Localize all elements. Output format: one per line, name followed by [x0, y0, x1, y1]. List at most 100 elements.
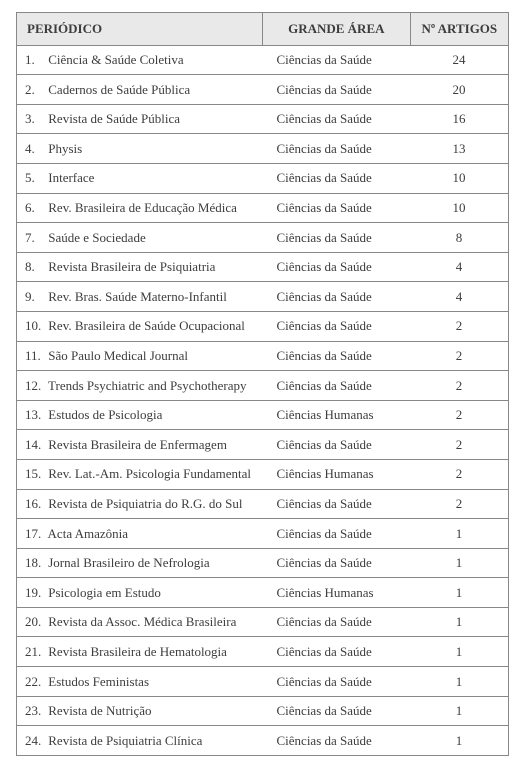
cell-artigos: 10: [410, 163, 508, 193]
cell-artigos: 8: [410, 223, 508, 253]
cell-periodico: 9. Rev. Bras. Saúde Materno-Infantil: [17, 282, 263, 312]
cell-periodico: 1. Ciência & Saúde Coletiva: [17, 45, 263, 75]
cell-artigos: 2: [410, 341, 508, 371]
table-row: 14. Revista Brasileira de EnfermagemCiên…: [17, 430, 509, 460]
cell-periodico: 4. Physis: [17, 134, 263, 164]
table-row: 11. São Paulo Medical JournalCiências da…: [17, 341, 509, 371]
row-number: 16.: [25, 496, 45, 512]
page: PERIÓDICO GRANDE ÁREA Nº ARTIGOS 1. Ciên…: [0, 0, 525, 772]
cell-periodico: 2. Cadernos de Saúde Pública: [17, 75, 263, 105]
journal-name: Estudos Feministas: [48, 674, 149, 689]
table-row: 4. PhysisCiências da Saúde13: [17, 134, 509, 164]
table-row: 17. Acta AmazôniaCiências da Saúde1: [17, 519, 509, 549]
cell-area: Ciências da Saúde: [263, 430, 411, 460]
cell-periodico: 19. Psicologia em Estudo: [17, 578, 263, 608]
journal-name: Ciência & Saúde Coletiva: [48, 52, 183, 67]
journal-name: Cadernos de Saúde Pública: [48, 82, 190, 97]
cell-periodico: 10. Rev. Brasileira de Saúde Ocupacional: [17, 311, 263, 341]
header-periodico: PERIÓDICO: [17, 13, 263, 46]
journal-name: Trends Psychiatric and Psychotherapy: [48, 378, 246, 393]
cell-artigos: 24: [410, 45, 508, 75]
cell-artigos: 1: [410, 637, 508, 667]
table-row: 3. Revista de Saúde PúblicaCiências da S…: [17, 104, 509, 134]
row-number: 9.: [25, 289, 45, 305]
cell-artigos: 4: [410, 252, 508, 282]
row-number: 4.: [25, 141, 45, 157]
cell-periodico: 13. Estudos de Psicologia: [17, 400, 263, 430]
row-number: 3.: [25, 111, 45, 127]
cell-artigos: 2: [410, 371, 508, 401]
cell-area: Ciências da Saúde: [263, 341, 411, 371]
row-number: 7.: [25, 230, 45, 246]
journal-name: Rev. Lat.-Am. Psicologia Fundamental: [48, 466, 251, 481]
cell-artigos: 1: [410, 548, 508, 578]
cell-artigos: 16: [410, 104, 508, 134]
table-row: 12. Trends Psychiatric and Psychotherapy…: [17, 371, 509, 401]
journal-name: Rev. Brasileira de Educação Médica: [48, 200, 237, 215]
row-number: 13.: [25, 407, 45, 423]
cell-area: Ciências da Saúde: [263, 667, 411, 697]
cell-periodico: 17. Acta Amazônia: [17, 519, 263, 549]
row-number: 8.: [25, 259, 45, 275]
cell-area: Ciências da Saúde: [263, 104, 411, 134]
cell-artigos: 1: [410, 607, 508, 637]
cell-artigos: 1: [410, 726, 508, 756]
cell-artigos: 1: [410, 578, 508, 608]
table-row: 16. Revista de Psiquiatria do R.G. do Su…: [17, 489, 509, 519]
journal-name: Psicologia em Estudo: [48, 585, 161, 600]
table-row: 10. Rev. Brasileira de Saúde Ocupacional…: [17, 311, 509, 341]
row-number: 15.: [25, 466, 45, 482]
journal-name: Revista Brasileira de Psiquiatria: [48, 259, 215, 274]
cell-area: Ciências da Saúde: [263, 282, 411, 312]
row-number: 20.: [25, 614, 45, 630]
row-number: 22.: [25, 674, 45, 690]
row-number: 23.: [25, 703, 45, 719]
cell-artigos: 2: [410, 459, 508, 489]
cell-periodico: 15. Rev. Lat.-Am. Psicologia Fundamental: [17, 459, 263, 489]
cell-area: Ciências Humanas: [263, 578, 411, 608]
row-number: 14.: [25, 437, 45, 453]
journal-name: Revista de Nutrição: [48, 703, 151, 718]
journal-name: Jornal Brasileiro de Nefrologia: [48, 555, 209, 570]
cell-periodico: 20. Revista da Assoc. Médica Brasileira: [17, 607, 263, 637]
row-number: 11.: [25, 348, 45, 364]
cell-area: Ciências da Saúde: [263, 134, 411, 164]
table-header: PERIÓDICO GRANDE ÁREA Nº ARTIGOS: [17, 13, 509, 46]
table-row: 13. Estudos de PsicologiaCiências Humana…: [17, 400, 509, 430]
cell-periodico: 8. Revista Brasileira de Psiquiatria: [17, 252, 263, 282]
table-row: 20. Revista da Assoc. Médica BrasileiraC…: [17, 607, 509, 637]
table-row: 5. InterfaceCiências da Saúde10: [17, 163, 509, 193]
row-number: 1.: [25, 52, 45, 68]
table-body: 1. Ciência & Saúde ColetivaCiências da S…: [17, 45, 509, 755]
row-number: 19.: [25, 585, 45, 601]
cell-artigos: 20: [410, 75, 508, 105]
cell-area: Ciências Humanas: [263, 400, 411, 430]
journal-name: Revista de Psiquiatria Clínica: [48, 733, 202, 748]
cell-periodico: 18. Jornal Brasileiro de Nefrologia: [17, 548, 263, 578]
row-number: 2.: [25, 82, 45, 98]
journal-name: Rev. Brasileira de Saúde Ocupacional: [48, 318, 245, 333]
cell-periodico: 3. Revista de Saúde Pública: [17, 104, 263, 134]
cell-area: Ciências Humanas: [263, 459, 411, 489]
cell-area: Ciências da Saúde: [263, 726, 411, 756]
cell-artigos: 2: [410, 489, 508, 519]
cell-area: Ciências da Saúde: [263, 75, 411, 105]
table-row: 2. Cadernos de Saúde PúblicaCiências da …: [17, 75, 509, 105]
journal-name: Physis: [48, 141, 82, 156]
cell-artigos: 4: [410, 282, 508, 312]
journal-name: Interface: [48, 170, 94, 185]
cell-area: Ciências da Saúde: [263, 519, 411, 549]
header-area: GRANDE ÁREA: [263, 13, 411, 46]
journal-name: Revista Brasileira de Hematologia: [48, 644, 227, 659]
row-number: 12.: [25, 378, 45, 394]
journal-name: Revista da Assoc. Médica Brasileira: [48, 614, 236, 629]
row-number: 10.: [25, 318, 45, 334]
cell-periodico: 12. Trends Psychiatric and Psychotherapy: [17, 371, 263, 401]
row-number: 6.: [25, 200, 45, 216]
journal-name: Rev. Bras. Saúde Materno-Infantil: [48, 289, 227, 304]
journal-name: Revista de Psiquiatria do R.G. do Sul: [48, 496, 242, 511]
cell-artigos: 13: [410, 134, 508, 164]
journals-table: PERIÓDICO GRANDE ÁREA Nº ARTIGOS 1. Ciên…: [16, 12, 509, 756]
cell-periodico: 5. Interface: [17, 163, 263, 193]
table-row: 6. Rev. Brasileira de Educação MédicaCiê…: [17, 193, 509, 223]
